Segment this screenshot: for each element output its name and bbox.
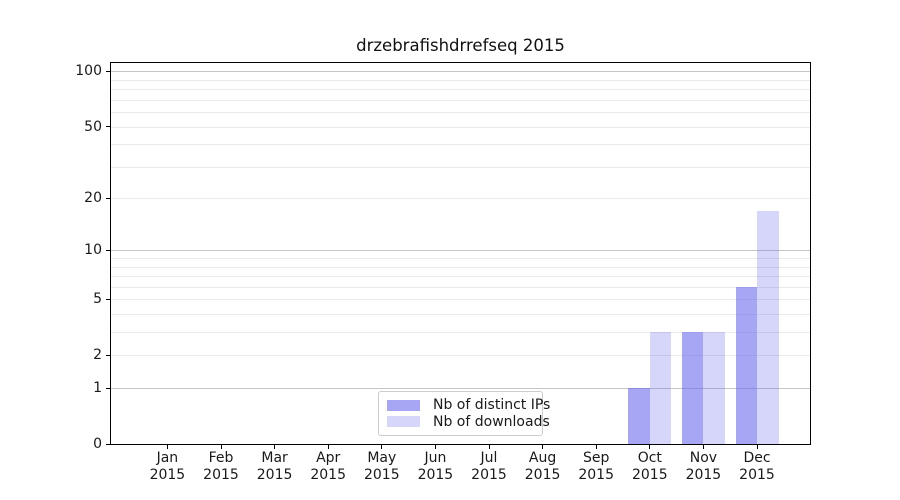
legend-label-distinct-ips: Nb of distinct IPs	[433, 397, 551, 414]
gridline-minor	[111, 112, 810, 114]
gridline-minor	[111, 332, 810, 334]
bar-distinct-ips-nov	[681, 332, 704, 444]
x-tick-label-apr: Apr 2015	[310, 450, 346, 483]
x-tick-mark	[274, 445, 276, 449]
legend: Nb of distinct IPs Nb of downloads	[378, 391, 550, 436]
x-tick-mark	[595, 445, 597, 449]
x-tick-mark	[434, 445, 436, 449]
y-tick-label: 50	[84, 118, 102, 135]
x-tick-label-sep: Sep 2015	[578, 450, 614, 483]
y-tick-label: 10	[84, 242, 102, 259]
legend-swatch-distinct-ips	[387, 399, 420, 411]
y-tick-label: 0	[93, 436, 102, 452]
x-tick-mark	[166, 445, 168, 449]
gridline-major	[111, 71, 810, 73]
y-tick-mark	[106, 354, 110, 356]
bar-downloads-nov	[703, 332, 725, 444]
y-tick-mark	[106, 70, 110, 72]
gridline-minor	[111, 79, 810, 81]
y-tick-label: 2	[93, 347, 102, 364]
gridline-minor	[111, 258, 810, 260]
y-tick-mark	[106, 249, 110, 251]
gridline-minor	[111, 198, 810, 200]
y-tick-mark	[106, 298, 110, 300]
y-tick-mark	[106, 126, 110, 127]
x-tick-label-aug: Aug 2015	[524, 450, 561, 483]
x-tick-mark	[381, 445, 383, 449]
legend-entry-distinct-ips: Nb of distinct IPs	[387, 397, 550, 413]
y-tick-label: 1	[93, 380, 102, 396]
x-tick-label-feb: Feb 2015	[203, 450, 239, 483]
x-tick-mark	[542, 445, 544, 449]
x-tick-label-jan: Jan 2015	[149, 450, 186, 483]
x-tick-mark	[220, 445, 222, 449]
gridline-minor	[111, 276, 810, 278]
x-tick-label-dec: Dec 2015	[739, 450, 775, 483]
gridline-major	[111, 250, 810, 252]
bar-distinct-ips-oct	[628, 388, 650, 444]
gridline-minor	[111, 266, 810, 268]
y-tick-mark	[106, 197, 110, 199]
x-tick-label-oct: Oct 2015	[631, 450, 668, 483]
y-tick-label: 100	[75, 63, 102, 80]
bar-downloads-oct	[649, 332, 672, 444]
y-tick-mark	[106, 387, 110, 389]
legend-swatch-downloads	[387, 416, 420, 428]
x-tick-label-jun: Jun 2015	[417, 450, 454, 483]
x-tick-label-may: May 2015	[363, 450, 400, 483]
plot-area: Nb of distinct IPs Nb of downloads	[110, 62, 811, 445]
gridline-minor	[111, 314, 810, 315]
legend-entry-downloads: Nb of downloads	[387, 414, 550, 430]
bar-downloads-dec	[757, 210, 779, 444]
x-tick-mark	[756, 445, 758, 449]
gridline-minor	[111, 144, 810, 146]
gridline-minor	[111, 166, 810, 168]
gridline-minor	[111, 286, 810, 288]
x-tick-label-jul: Jul 2015	[471, 450, 507, 483]
y-tick-label: 5	[93, 291, 102, 308]
gridline-minor	[111, 355, 810, 357]
x-tick-label-mar: Mar 2015	[256, 450, 293, 483]
x-tick-mark	[702, 445, 704, 449]
x-tick-mark	[327, 445, 329, 449]
x-tick-mark	[649, 445, 651, 449]
gridline-minor	[111, 89, 810, 91]
gridline-minor	[111, 299, 810, 301]
gridline-minor	[111, 99, 810, 101]
x-tick-label-nov: Nov 2015	[685, 450, 722, 483]
x-tick-mark	[488, 445, 490, 449]
gridline-minor	[111, 126, 810, 128]
gridline-major	[111, 388, 810, 389]
legend-label-downloads: Nb of downloads	[433, 413, 550, 430]
y-tick-mark	[106, 443, 110, 445]
bar-distinct-ips-dec	[735, 286, 757, 444]
chart-title: drzebrafishdrrefseq 2015	[356, 36, 565, 55]
y-tick-label: 20	[84, 190, 102, 207]
